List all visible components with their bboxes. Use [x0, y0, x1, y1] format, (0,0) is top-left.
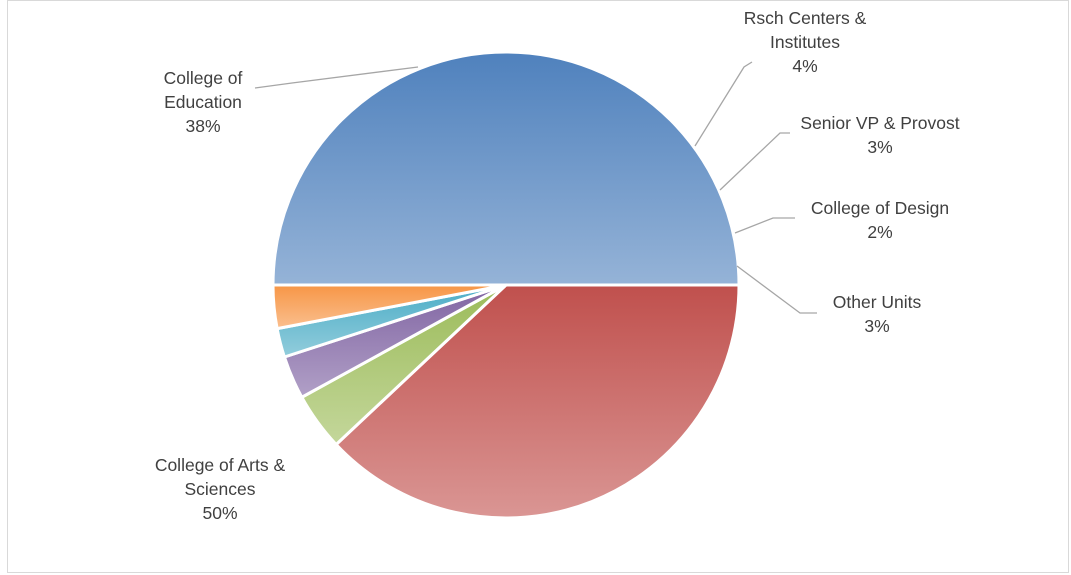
- pie-slice-other-units: [271, 283, 508, 331]
- pie-slices: [271, 50, 741, 520]
- data-label-other-units: Other Units 3%: [833, 292, 922, 336]
- leader-lines: [254, 61, 817, 314]
- data-label-college-of-arts-and-sciences: College of Arts & Sciences 50%: [155, 455, 286, 523]
- leader-line-college-of-design: [734, 217, 795, 234]
- data-label-percent: 50%: [202, 503, 237, 523]
- data-label-percent: 3%: [864, 316, 889, 336]
- pie-slice-college-of-education: [334, 283, 741, 520]
- leader-line-senior-vp-and-provost: [719, 132, 790, 191]
- leader-line-other-units: [736, 265, 817, 314]
- data-label-name: Institutes: [770, 32, 840, 52]
- data-label-name: Rsch Centers &: [744, 8, 867, 28]
- data-label-name: College of Design: [811, 198, 949, 218]
- data-labels: College of Arts & Sciences 50% College of Ed…: [155, 8, 960, 523]
- data-label-percent: 38%: [185, 116, 220, 136]
- data-label-name: Sciences: [184, 479, 255, 499]
- data-label-percent: 4%: [792, 56, 817, 76]
- data-label-college-of-design: College of Design 2%: [811, 198, 949, 242]
- pie-slice-college-of-arts-and-sciences: [271, 50, 741, 287]
- data-label-name: Other Units: [833, 292, 922, 312]
- data-label-senior-vp-and-provost: Senior VP & Provost 3%: [800, 113, 959, 157]
- leader-line-college-of-education: [254, 66, 419, 89]
- data-label-name: Education: [164, 92, 242, 112]
- data-label-name: College of Arts &: [155, 455, 286, 475]
- data-label-rsch-centers-and-institutes: Rsch Centers & Institutes 4%: [744, 8, 867, 76]
- data-label-percent: 3%: [867, 137, 892, 157]
- data-label-name: Senior VP & Provost: [800, 113, 959, 133]
- data-label-college-of-education: College of Education 38%: [164, 68, 243, 136]
- data-label-name: College of: [164, 68, 243, 88]
- data-label-percent: 2%: [867, 222, 892, 242]
- leader-line-rsch-centers-and-institutes: [694, 61, 753, 147]
